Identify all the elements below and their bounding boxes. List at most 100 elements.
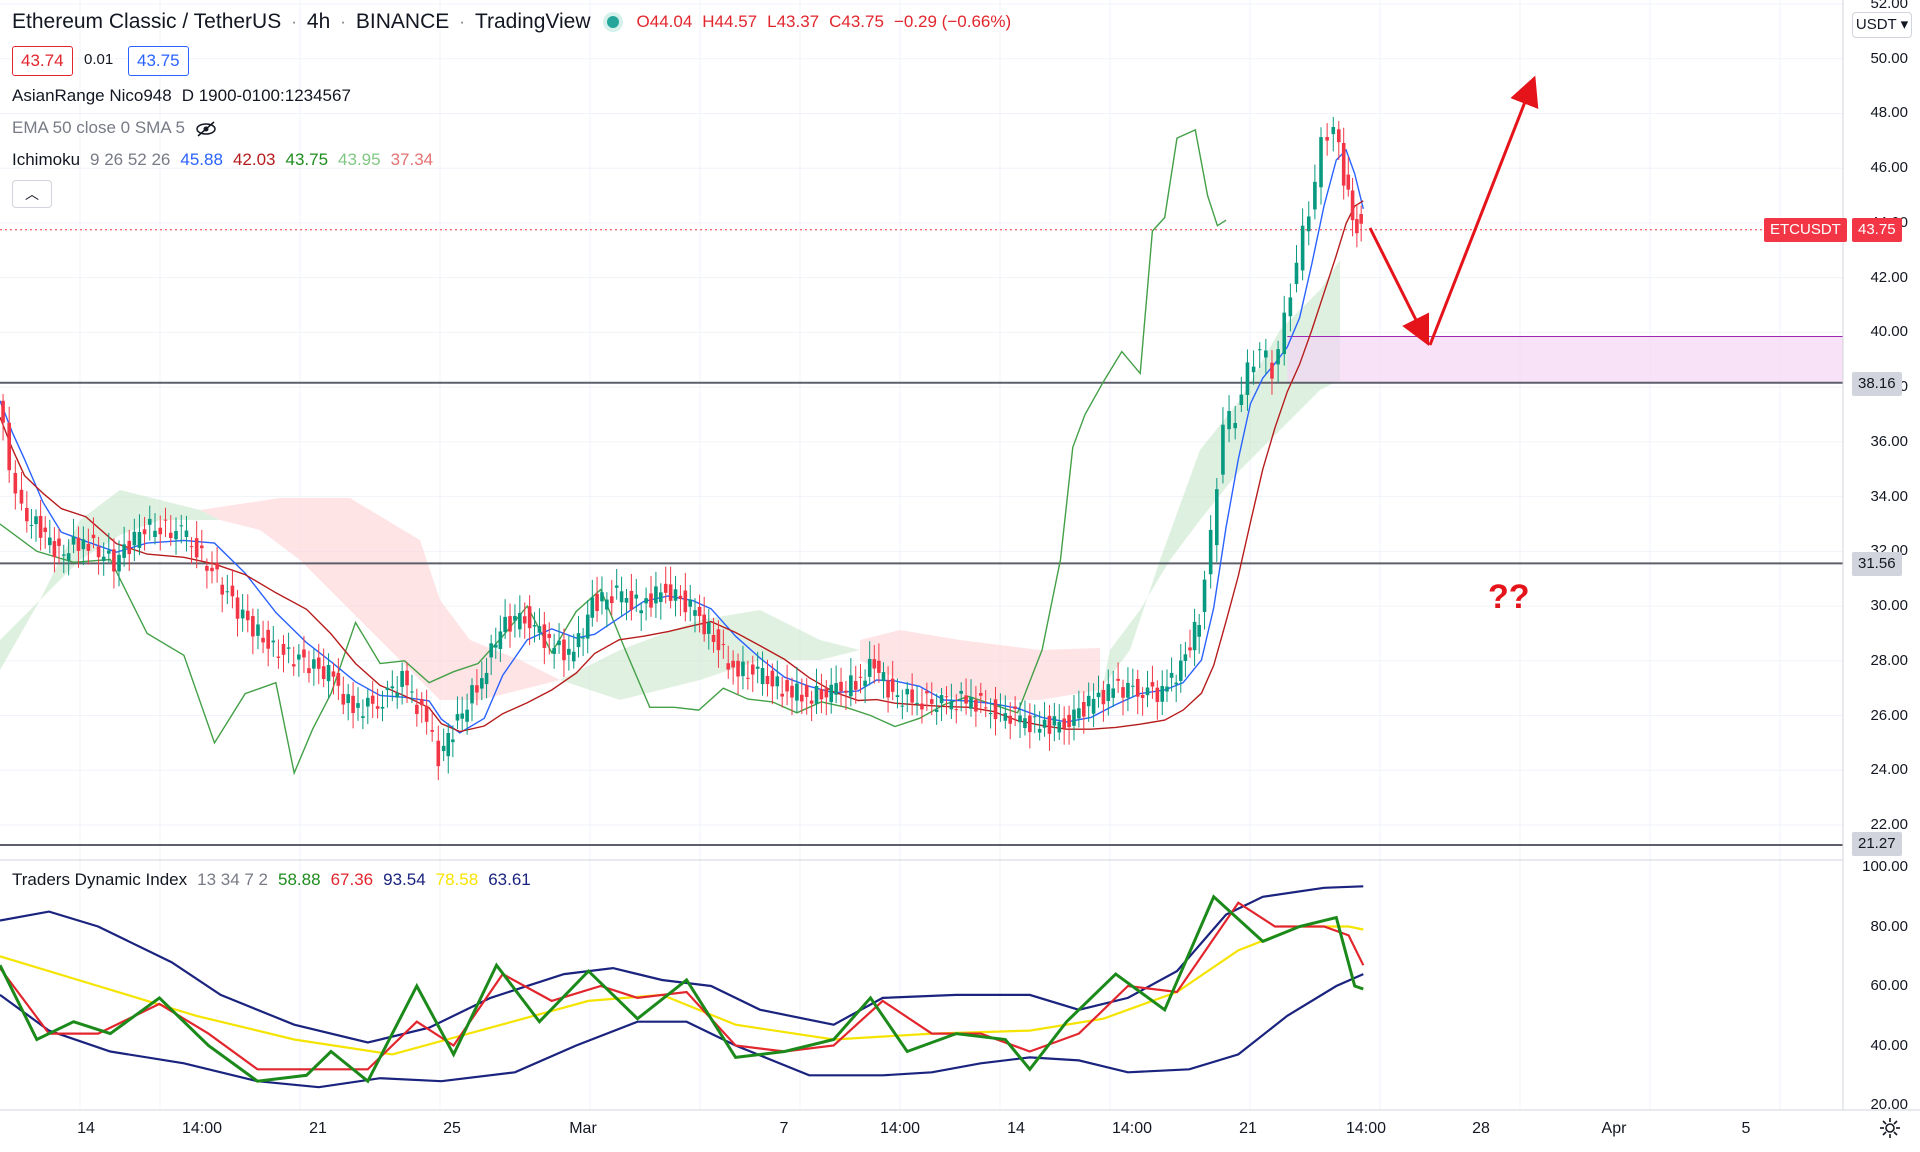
price-tick: 34.00 [1870,487,1908,505]
candle-body [356,703,360,708]
market-status-icon [606,16,619,28]
candle-body [581,637,585,639]
hidden-eye-icon[interactable] [195,121,217,137]
sell-button[interactable]: 43.74 [12,46,73,76]
settings-gear-icon[interactable] [1878,1116,1902,1145]
candle-body [174,530,178,540]
candle-body [484,672,489,685]
candle-body [547,633,552,638]
candle-body [844,690,848,693]
candle-body [1288,297,1293,317]
candle-body [1192,621,1197,651]
candle-body [964,695,968,704]
candle-body [979,693,983,696]
candle-body [455,714,460,721]
candle-body [346,694,350,704]
candle-body [57,538,61,546]
candle-body [1121,687,1125,698]
candle-body [122,544,126,558]
candle-body [498,631,503,650]
candle-body [629,590,634,610]
candle-body [1245,362,1250,395]
candle-body [1188,647,1192,651]
tdi-tick: 80.00 [1870,917,1908,935]
candle-body [493,644,498,648]
candle-body [1037,728,1042,733]
close-value: C43.75 [829,12,884,31]
interval-label[interactable]: 4h [306,10,331,33]
candle-body [954,709,959,711]
collapse-legend-button[interactable]: ︿ [12,180,52,208]
candle-body [634,594,639,599]
tdi-value-3: 93.54 [383,870,426,889]
ema-legend[interactable]: EMA 50 close 0 SMA 5 [12,118,217,138]
candle-body [419,699,424,706]
candle-body [571,651,576,662]
candle-body [312,659,316,669]
candle-body [527,606,532,629]
tdi-pane [0,885,1365,1089]
candle-body [1126,682,1130,698]
candle-body [460,713,465,719]
tdi-legend[interactable]: Traders Dynamic Index 13 34 7 2 58.88 67… [12,870,531,890]
candle-body [1264,350,1268,358]
candle-body [199,545,204,549]
candles [1,116,1363,781]
candle-body [220,584,225,595]
candle-body [867,658,872,677]
buy-button[interactable]: 43.75 [128,46,189,76]
candle-body [400,671,404,687]
currency-selector[interactable]: USDT ▾ [1852,12,1912,38]
price-tick: 42.00 [1870,268,1908,286]
candle-body [834,683,838,695]
exchange-label: BINANCE [355,10,450,33]
candle-body [1183,654,1188,661]
candle-body [1111,688,1116,698]
candle-body [969,696,973,709]
candle-body [585,614,590,639]
candle-body [905,688,910,695]
time-tick: 14:00 [1345,1120,1387,1137]
time-tick: 5 [1741,1120,1751,1137]
time-tick: 14 [1007,1120,1025,1137]
candle-body [235,597,240,619]
asianrange-legend[interactable]: AsianRange Nico948 D 1900-0100:1234567 [12,86,351,106]
low-value: L43.37 [767,12,820,31]
candle-body [251,616,255,637]
candle-body [1042,719,1047,728]
candle-body [424,705,429,722]
candle-body [785,680,789,692]
candle-body [297,654,301,660]
candle-body [1336,129,1341,143]
candle-body [1072,709,1076,726]
time-tick: 14:00 [1111,1120,1153,1137]
candle-body [1160,686,1165,702]
demand-zone [1287,336,1843,383]
asianrange-params: D 1900-0100:1234567 [181,86,351,105]
candle-body [513,615,517,621]
candle-body [1300,225,1305,271]
candle-body [1227,410,1231,430]
candle-body [824,688,829,698]
down-arrow [1368,227,1430,347]
candle-body [1174,682,1178,685]
candle-body [537,626,542,633]
question-annotation: ?? [1488,578,1530,616]
candle-body [266,629,270,649]
candle-body [271,640,276,643]
candle-body [726,663,731,670]
candle-body [795,683,799,701]
candle-body [179,525,184,527]
candle-body [765,676,770,685]
symbol-title[interactable]: Ethereum Classic / TetherUS [12,10,282,33]
ichimoku-legend[interactable]: Ichimoku 9 26 52 26 45.88 42.03 43.75 43… [12,150,433,170]
candle-body [755,666,760,669]
candle-body [1341,142,1346,186]
tdi-value-1: 58.88 [278,870,321,889]
candle-body [1319,137,1323,188]
candle-body [872,659,877,669]
candle-body [25,507,29,522]
level-38-tag: 38.16 [1852,372,1902,396]
candle-body [567,648,571,655]
